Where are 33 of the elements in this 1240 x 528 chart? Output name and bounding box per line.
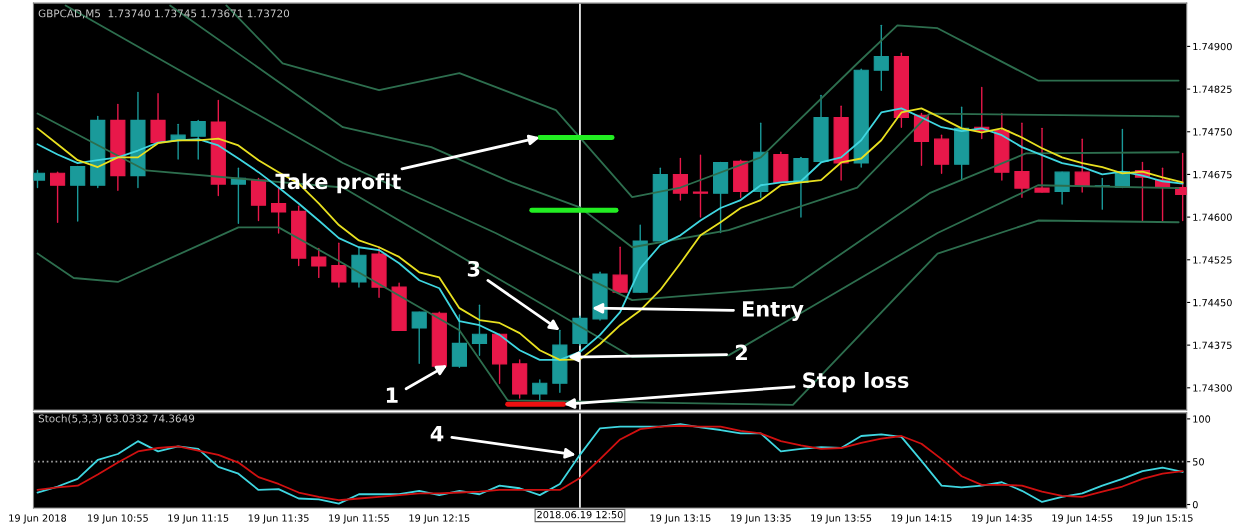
x-tick-label: 19 Jun 13:55: [811, 514, 872, 524]
x-tick-label: 19 Jun 12:15: [409, 514, 470, 524]
x-tick-label: 19 Jun 2018: [9, 514, 67, 524]
x-tick-label: 19 Jun 11:55: [329, 514, 389, 524]
x-tick-label: 19 Jun 14:35: [972, 514, 1032, 524]
annotation: 2: [735, 344, 747, 361]
y-tick-label: 1.74450: [1193, 298, 1232, 307]
annotation: Entry: [743, 301, 804, 321]
y-tick-label: 1.74900: [1193, 42, 1232, 51]
x-tick-label: 19 Jun 13:35: [730, 514, 791, 524]
y-tick-label: 1.74750: [1193, 128, 1232, 136]
y-tick-label: 50: [1192, 458, 1204, 466]
x-tick-label: 19 Jun 15:15: [1132, 514, 1193, 524]
x-tick-label: 19 Jun 11:15: [168, 514, 229, 524]
y-tick-label: 1.74375: [1193, 341, 1232, 349]
ref-line-label: 2018.06.19 12:50: [537, 510, 623, 519]
annotation: 4: [430, 425, 444, 442]
y-tick-label: 1.74825: [1193, 85, 1232, 93]
annotation: 3: [467, 260, 480, 277]
y-tick-label: 100: [1193, 415, 1211, 423]
y-tick-label: 0: [1192, 500, 1198, 509]
x-tick-label: 19 Jun 10:55: [88, 514, 148, 524]
x-tick-label: 19 Jun 14:55: [1052, 514, 1113, 524]
x-tick-label: 19 Jun 13:15: [650, 514, 711, 524]
chart-title: Stoch(5,3,3) 63.0332 74.3649: [38, 414, 195, 424]
x-tick-label: 19 Jun 11:35: [248, 514, 309, 524]
annotation: 1: [386, 387, 398, 403]
y-tick-label: 1.74675: [1193, 170, 1232, 179]
y-tick-label: 1.74600: [1193, 213, 1232, 221]
y-tick-label: 1.74525: [1193, 256, 1232, 264]
x-tick-label: 19 Jun 14:15: [891, 514, 952, 524]
y-tick-label: 1.74300: [1193, 384, 1232, 392]
annotation: Stop loss: [803, 372, 909, 393]
